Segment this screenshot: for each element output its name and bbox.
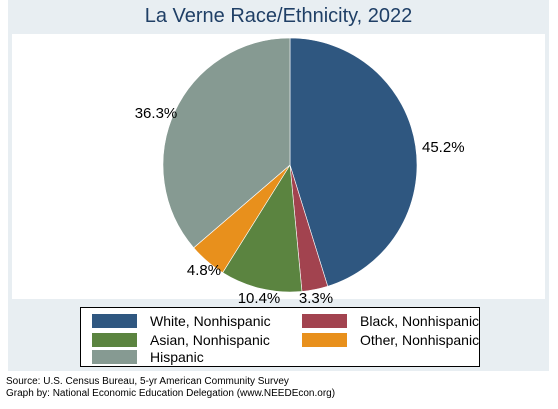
legend-swatch-hispanic <box>92 350 137 364</box>
pie-slice-asian <box>222 164 303 293</box>
legend-label-other: Other, Nonhispanic <box>360 332 480 348</box>
legend-label-black: Black, Nonhispanic <box>360 313 480 329</box>
legend-label-asian: Asian, Nonhispanic <box>150 332 270 348</box>
credit-line: Graph by: National Economic Education De… <box>6 388 336 399</box>
legend-label-white: White, Nonhispanic <box>150 313 271 329</box>
legend-swatch-black <box>302 314 347 328</box>
slice-value-label-black: 3.3% <box>299 290 333 307</box>
slice-value-label-white: 45.2% <box>422 139 465 156</box>
slice-value-label-asian: 10.4% <box>238 290 281 307</box>
legend-swatch-white <box>92 314 137 328</box>
source-line: Source: U.S. Census Bureau, 5-yr America… <box>6 376 289 387</box>
legend-swatch-asian <box>92 333 137 347</box>
legend-label-hispanic: Hispanic <box>150 349 204 365</box>
slice-value-label-other: 4.8% <box>187 262 221 279</box>
pie-slice-white <box>289 37 418 287</box>
slice-value-label-hispanic: 36.3% <box>135 105 178 122</box>
chart-title: La Verne Race/Ethnicity, 2022 <box>144 5 413 27</box>
source-note: Source: U.S. Census Bureau, 5-yr America… <box>6 376 335 400</box>
legend: White, Nonhispanic Black, Nonhispanic As… <box>80 307 480 367</box>
pie-slice-hispanic <box>162 37 291 249</box>
legend-swatch-other <box>302 333 347 347</box>
